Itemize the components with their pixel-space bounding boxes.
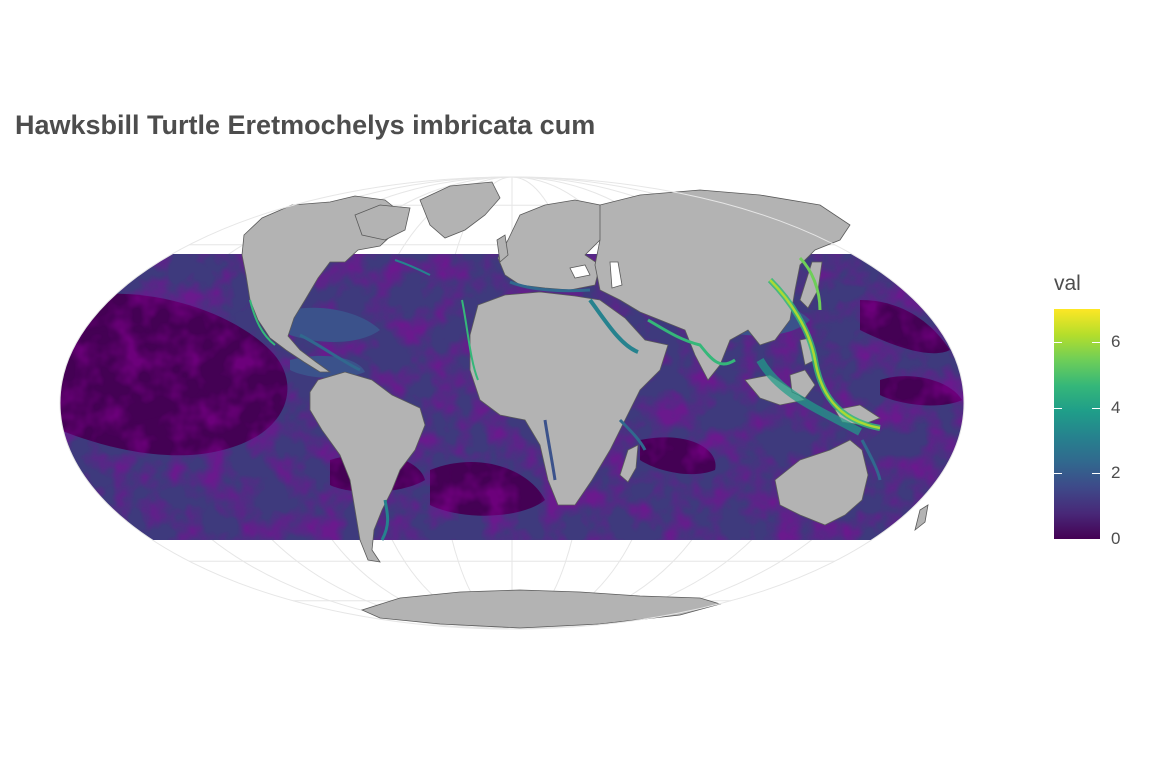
land-south-america	[309, 371, 426, 563]
land-australia	[774, 439, 869, 526]
land-arctic-islands	[354, 204, 411, 241]
legend-tick-label: 2	[1111, 463, 1121, 483]
land-asia	[594, 189, 851, 381]
land-madagascar	[619, 444, 639, 483]
legend-tick-mark	[1092, 341, 1100, 343]
legend-tick-mark	[1054, 539, 1062, 540]
land-new-zealand	[914, 504, 929, 532]
black-sea	[569, 264, 591, 279]
map-title: Hawksbill Turtle Eretmochelys imbricata …	[15, 110, 596, 140]
caspian-sea	[609, 261, 623, 289]
legend-tick-label: 6	[1111, 331, 1121, 351]
legend-tick-label: 0	[1111, 529, 1121, 548]
land-europe	[497, 199, 611, 291]
inland-seas	[569, 261, 623, 289]
land-uk	[496, 234, 509, 263]
legend: val 0 2 4 6	[1053, 272, 1143, 562]
land-greenland	[419, 181, 501, 239]
legend-tick-mark	[1092, 539, 1100, 540]
land-antarctica	[360, 589, 722, 629]
land-japan	[799, 261, 823, 309]
land-masses	[241, 181, 929, 629]
globe-outline	[59, 176, 965, 630]
legend-tick-label: 4	[1111, 397, 1121, 417]
legend-tick-mark	[1054, 407, 1062, 409]
legend-tick-mark	[1054, 341, 1062, 343]
legend-colorbar	[1054, 309, 1100, 539]
legend-title: val	[1054, 272, 1081, 295]
legend-tick-mark	[1054, 473, 1062, 475]
hotspot-highlights	[249, 256, 882, 541]
land-north-america	[241, 195, 401, 373]
land-africa	[469, 291, 669, 506]
legend-tick-mark	[1092, 473, 1100, 475]
legend-tick-mark	[1092, 407, 1100, 409]
